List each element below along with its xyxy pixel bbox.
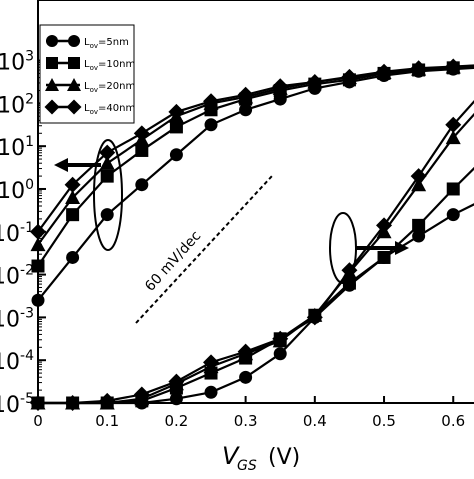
data-point-triangle — [99, 155, 115, 170]
right-arrow-head — [395, 241, 409, 255]
data-point-diamond — [306, 309, 323, 326]
y-tick-label: 100 — [0, 177, 34, 204]
data-point-diamond — [306, 73, 323, 90]
legend-label: Lov=20nm — [84, 81, 135, 94]
data-point-diamond — [133, 386, 150, 403]
data-point-diamond — [30, 395, 46, 411]
data-point-circle — [204, 118, 218, 132]
legend-marker-square — [46, 57, 58, 69]
data-point-square — [446, 182, 460, 196]
data-point-square — [135, 143, 149, 157]
series-markers — [30, 58, 462, 411]
data-point-diamond — [99, 392, 116, 409]
legend-marker-diamond — [66, 99, 82, 115]
data-point-diamond — [133, 125, 150, 142]
data-point-diamond — [237, 343, 254, 360]
y-tick-label: 10-1 — [0, 220, 34, 247]
data-point-circle — [31, 293, 45, 307]
data-point-triangle — [65, 190, 81, 205]
data-point-diamond — [203, 354, 220, 371]
data-point-circle — [446, 208, 460, 222]
legend-marker-circle — [46, 35, 58, 47]
x-tick-label: 0.6 — [441, 412, 465, 430]
data-point-circle — [135, 178, 149, 192]
x-tick-label: 0.2 — [164, 412, 188, 430]
data-point-diamond — [376, 217, 393, 234]
data-point-diamond — [64, 176, 81, 193]
data-point-square — [66, 208, 80, 222]
data-point-circle — [169, 392, 183, 406]
y-tick-label: 10-3 — [0, 305, 34, 332]
legend-label: Lov=10nm — [84, 59, 135, 72]
x-tick-label: 0.4 — [303, 412, 327, 430]
data-point-diamond — [30, 223, 46, 240]
data-point-diamond — [168, 103, 185, 120]
data-point-diamond — [237, 86, 254, 103]
data-point-circle — [169, 148, 183, 162]
data-point-circle — [239, 103, 253, 117]
slope-annotation-label: 60 mV/dec — [142, 228, 204, 295]
data-point-diamond — [272, 78, 289, 95]
legend-marker-square — [68, 57, 80, 69]
y-tick-label: 10-2 — [0, 263, 34, 290]
legend-marker-triangle — [45, 78, 59, 91]
data-point-diamond — [272, 330, 289, 347]
data-point-circle — [273, 347, 287, 361]
data-point-diamond — [64, 395, 81, 411]
data-point-diamond — [410, 168, 427, 185]
legend-label: Lov=40nm — [84, 103, 135, 116]
data-point-triangle — [445, 130, 461, 145]
x-tick-label: 0.3 — [234, 412, 258, 430]
data-point-diamond — [376, 63, 393, 80]
left-arrow-head — [54, 158, 68, 172]
data-point-diamond — [410, 60, 427, 77]
legend-marker-diamond — [44, 99, 60, 115]
data-point-circle — [66, 250, 80, 264]
y-tick-label: 10-5 — [0, 391, 34, 418]
series-line — [38, 100, 474, 405]
data-point-square — [31, 259, 45, 273]
data-point-diamond — [203, 93, 220, 110]
x-tick-label: 0 — [33, 412, 43, 430]
data-point-square — [412, 218, 426, 232]
x-tick-label: 0.5 — [372, 412, 396, 430]
legend-marker-circle — [68, 35, 80, 47]
data-point-triangle — [30, 237, 46, 252]
data-point-diamond — [99, 144, 116, 161]
data-point-diamond — [445, 116, 462, 133]
data-point-square — [100, 169, 114, 183]
data-point-circle — [204, 385, 218, 399]
right-branch-ellipse — [329, 212, 357, 284]
legend-marker-triangle — [67, 78, 81, 91]
y-tick-label: 10-4 — [0, 348, 34, 375]
data-point-diamond — [168, 373, 185, 390]
x-axis-label-unit: (V) — [268, 445, 300, 470]
data-point-diamond — [445, 58, 462, 75]
legend-label: Lov=5nm — [84, 37, 129, 50]
series-line — [38, 203, 474, 405]
data-point-square — [342, 276, 356, 290]
data-point-circle — [100, 208, 114, 222]
y-tick-label: 103 — [0, 49, 34, 76]
x-axis-label: V GS (V) — [222, 442, 300, 474]
slope-guide-line — [135, 175, 273, 324]
legend: Lov=5nm Lov=10nm Lov=20nm Lov=40nm — [39, 24, 135, 124]
data-point-circle — [239, 370, 253, 384]
series-line — [38, 112, 474, 405]
y-axis-ticks: 103 102 101 100 10-1 10-2 10-3 10-4 10-5 — [0, 49, 46, 418]
left-branch-ellipse — [93, 139, 123, 251]
data-point-triangle — [411, 177, 427, 192]
y-tick-label: 102 — [0, 91, 34, 118]
x-axis-label-main: V — [222, 442, 240, 470]
data-point-diamond — [341, 68, 358, 85]
y-tick-label: 101 — [0, 134, 34, 161]
data-point-square — [377, 250, 391, 264]
data-point-circle — [412, 229, 426, 243]
x-tick-label: 0.1 — [95, 412, 119, 430]
x-axis-label-subscript: GS — [237, 458, 257, 474]
data-point-square — [169, 120, 183, 134]
